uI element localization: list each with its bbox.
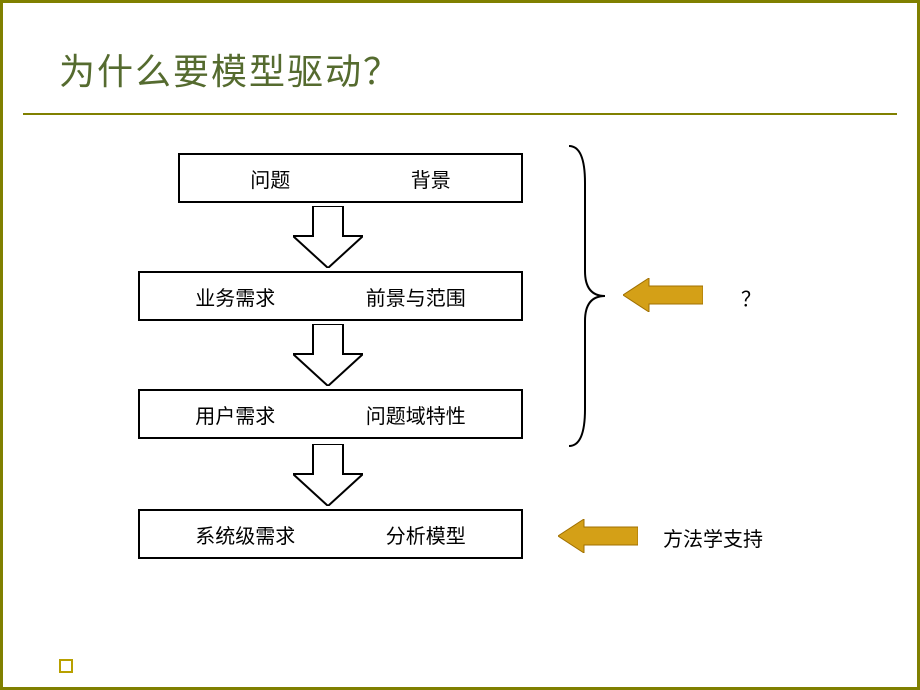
flow-box-4: 系统级需求 分析模型 — [138, 509, 523, 559]
flow-box-3-left: 用户需求 — [195, 400, 275, 429]
brace-icon — [563, 143, 613, 449]
flow-box-3: 用户需求 问题域特性 — [138, 389, 523, 439]
flow-box-2: 业务需求 前景与范围 — [138, 271, 523, 321]
down-arrow-1 — [293, 206, 363, 268]
down-arrow-2 — [293, 324, 363, 386]
flow-box-1: 问题 背景 — [178, 153, 523, 203]
flow-box-3-right: 问题域特性 — [366, 400, 466, 429]
flow-box-2-right: 前景与范围 — [366, 282, 466, 311]
down-arrow-3 — [293, 444, 363, 506]
flow-box-1-left: 问题 — [250, 164, 290, 193]
slide-title: 为什么要模型驱动？ — [59, 43, 401, 95]
flow-box-4-right: 分析模型 — [386, 520, 466, 549]
title-underline — [23, 113, 897, 115]
pointer-arrow-2 — [558, 519, 638, 553]
pointer-label-2: 方法学支持 — [663, 523, 763, 552]
pointer-arrow-1 — [623, 278, 703, 312]
pointer-label-1: ？ — [741, 283, 761, 312]
flow-box-2-left: 业务需求 — [195, 282, 275, 311]
slide-marker-icon — [59, 659, 73, 673]
flow-box-4-left: 系统级需求 — [195, 520, 295, 549]
flow-box-1-right: 背景 — [411, 164, 451, 193]
